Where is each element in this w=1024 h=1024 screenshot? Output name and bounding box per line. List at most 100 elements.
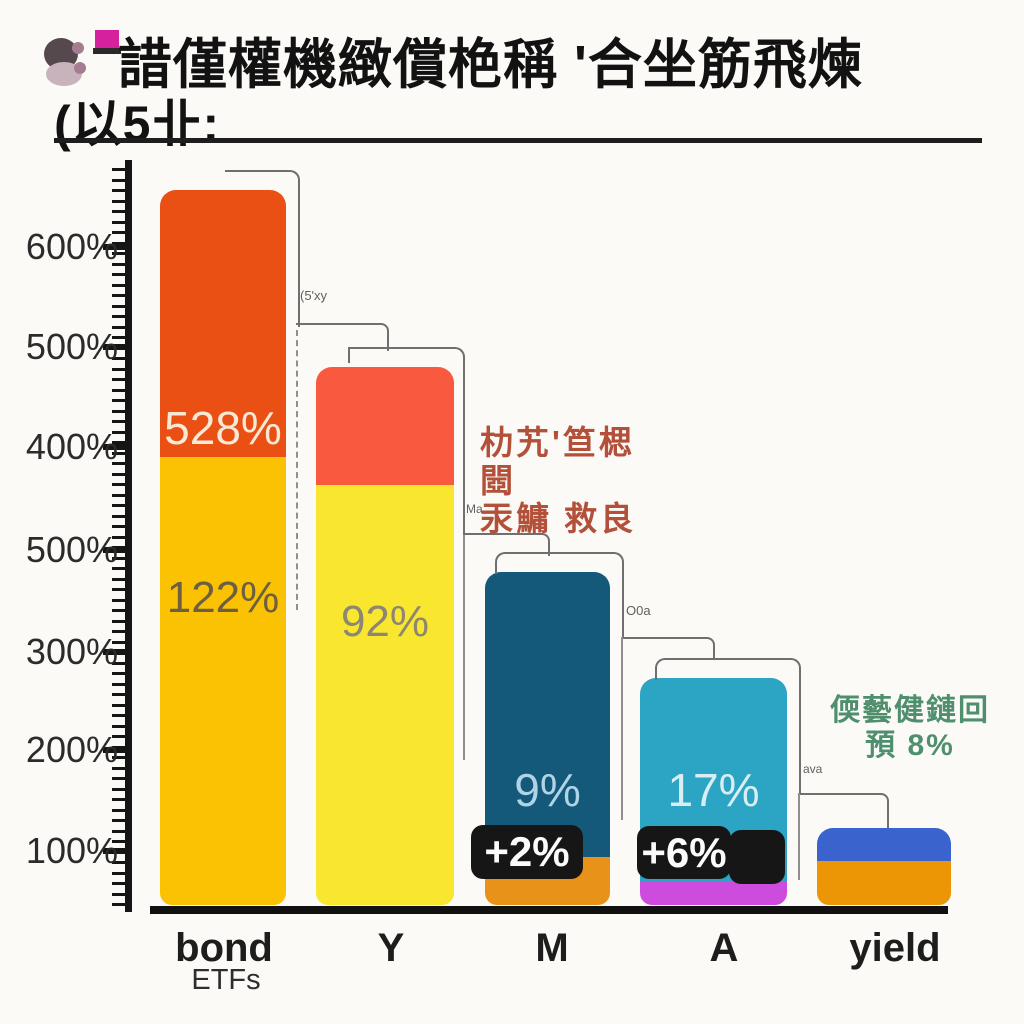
connector-label: ava [803,762,823,776]
y-axis-minor-tick [112,588,125,591]
connector-label: O0a [626,603,651,618]
y-axis-tick-label: 100% [25,830,118,871]
y-axis-minor-tick [112,515,125,518]
y-axis-major-tick [103,649,125,655]
connector-line [296,323,389,351]
y-axis-minor-tick [112,284,125,287]
bar-value-label: 92% [340,597,430,646]
x-axis-label-m: M [535,926,569,970]
connector-label: Ma [466,502,483,516]
bar-bottom-segment [817,861,951,905]
y-axis-minor-tick [112,273,125,276]
y-axis-minor-tick [112,504,125,507]
annotation-line: 預 8% [865,729,955,762]
bar-bond-etfs [160,190,286,905]
y-axis-minor-tick [112,557,125,560]
y-axis-minor-tick [112,641,125,644]
y-axis-minor-tick [112,567,125,570]
y-axis-minor-tick [112,399,125,402]
y-axis-minor-tick [112,431,125,434]
y-axis-minor-tick [112,609,125,612]
y-axis-minor-tick [112,777,125,780]
x-axis-label-yield: yield [849,926,941,970]
y-axis-tick-label: 600% [25,226,118,267]
y-axis-minor-tick [112,200,125,203]
bar-value-label: 17% [667,764,760,816]
delta-badge-label: +2% [484,828,570,875]
connector-line [622,637,715,660]
y-axis-minor-tick [112,452,125,455]
y-axis-minor-tick [112,536,125,539]
y-axis-minor-tick [112,725,125,728]
bar-top-segment [316,367,454,485]
y-axis-minor-tick [112,578,125,581]
y-axis-tick-label: 500% [25,529,118,570]
y-axis-minor-tick [112,756,125,759]
title-divider [54,138,982,143]
y-axis-major-tick [103,344,125,350]
y-axis-minor-tick [112,410,125,413]
connector-vertical-line [296,330,298,610]
y-axis-major-tick [103,848,125,854]
bar-bottom-segment [160,457,286,905]
y-axis-minor-tick [112,189,125,192]
connector-vertical-line [798,793,800,880]
y-axis-minor-tick [112,704,125,707]
y-axis-minor-tick [112,683,125,686]
connector-line [799,793,889,828]
bar-bottom-segment [640,882,787,905]
y-axis-minor-tick [112,231,125,234]
connector-line [495,552,560,574]
page-title-line2: (以5卝: [54,96,221,152]
y-axis-tick-label: 400% [25,426,118,467]
y-axis-minor-tick [112,494,125,497]
annotation-line: 朸艽'笪楒閸 [480,424,635,499]
y-axis-major-tick [103,244,125,250]
deco-dot [74,62,86,74]
connector-line [558,552,624,639]
y-axis-minor-tick [112,819,125,822]
bar-top-segment [160,190,286,457]
y-axis-minor-tick [112,830,125,833]
connector-line [463,533,550,556]
connector-vertical-line [463,535,465,760]
y-axis-minor-tick [112,483,125,486]
page-title-line1: 諎僅權機緻償栬稱 '合坐筋飛煉 [118,35,863,95]
bar-value-label: 122% [166,573,280,622]
connector-line [655,658,728,680]
annotation-line: 汞鱅 救良 [480,500,637,537]
y-axis-minor-tick [112,798,125,801]
y-axis-minor-tick [112,252,125,255]
y-axis-major-tick [103,547,125,553]
bar-top-segment [485,572,610,857]
y-axis-minor-tick [112,315,125,318]
y-axis-minor-tick [112,525,125,528]
y-axis-tick-label: 200% [25,729,118,770]
y-axis-minor-tick [112,630,125,633]
bar-top-segment [817,828,951,861]
y-axis-minor-tick [112,326,125,329]
y-axis-minor-tick [112,840,125,843]
bar-bottom-segment [316,485,454,905]
y-axis-minor-tick [112,368,125,371]
y-axis-minor-tick [112,788,125,791]
connector-line [225,170,300,327]
y-axis-minor-tick [112,441,125,444]
magenta-square-underline [93,48,121,54]
y-axis-minor-tick [112,179,125,182]
bar-yield [817,828,951,905]
y-axis-minor-tick [112,903,125,906]
connector-line [726,658,801,795]
connector-vertical-line [621,637,623,820]
y-axis-minor-tick [112,294,125,297]
y-axis-minor-tick [112,735,125,738]
y-axis-minor-tick [112,893,125,896]
deco-dot [72,42,84,54]
y-axis-minor-tick [112,305,125,308]
y-axis-tick-label: 300% [25,631,118,672]
y-axis-minor-tick [112,168,125,171]
bar-value-label: 9% [514,764,581,816]
y-axis-minor-tick [112,357,125,360]
y-axis-minor-tick [112,767,125,770]
y-axis-major-tick [103,747,125,753]
